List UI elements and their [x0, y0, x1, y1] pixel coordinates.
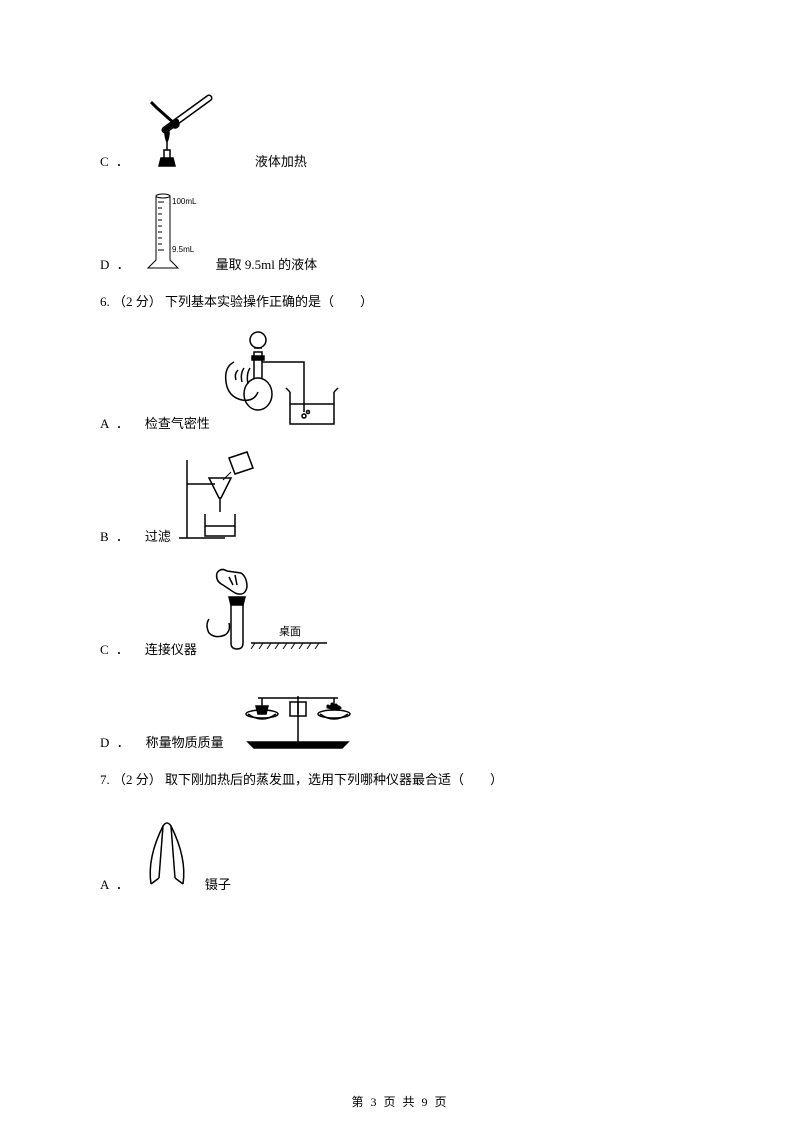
- q6-text-b: 过滤: [145, 526, 171, 545]
- q7-number: 7.: [100, 772, 110, 787]
- q6-text-c: 连接仪器: [145, 639, 197, 658]
- option-label-c: C ．: [100, 151, 131, 170]
- q6-label-b: B ．: [100, 526, 131, 545]
- desk-label: 桌面: [279, 625, 301, 638]
- q6-text-a: 检查气密性: [145, 413, 210, 432]
- page-footer: 第 3 页 共 9 页: [0, 1093, 800, 1110]
- q6-option-c: C ． 连接仪器: [100, 563, 700, 658]
- prev-option-d: D ． 100mL 9.5mL 量取 9.5ml 的液体: [100, 188, 700, 273]
- question-6: 6. （2 分） 下列基本实验操作正确的是（ ）: [100, 291, 700, 310]
- q6-points: （2 分）: [113, 294, 162, 309]
- prev-option-c: C ． 液体加热: [100, 80, 700, 170]
- tweezers-diagram: [137, 818, 197, 893]
- q6-label-d: D ．: [100, 732, 132, 751]
- q6-option-a: A ． 检查气密性: [100, 322, 700, 432]
- q6-option-d: D ． 称量物质质量: [100, 676, 700, 751]
- q7-points: （2 分）: [113, 772, 162, 787]
- cylinder-100ml-label: 100mL: [172, 197, 197, 206]
- q6-label-a: A ．: [100, 413, 131, 432]
- q6-number: 6.: [100, 294, 110, 309]
- q6-stem: 下列基本实验操作正确的是（ ）: [165, 294, 373, 309]
- q7-text-a: 镊子: [205, 874, 231, 893]
- q7-option-a: A ． 镊子: [100, 818, 700, 893]
- graduated-cylinder-diagram: 100mL 9.5mL: [138, 188, 208, 273]
- q6-label-c: C ．: [100, 639, 131, 658]
- q6-text-d: 称量物质质量: [146, 732, 224, 751]
- option-text-d: 量取 9.5ml 的液体: [216, 254, 317, 273]
- balance-diagram: [228, 676, 368, 751]
- filtration-diagram: [175, 450, 285, 545]
- airtightness-check-diagram: [214, 322, 364, 432]
- q6-option-b: B ． 过滤: [100, 450, 700, 545]
- q7-label-a: A ．: [100, 874, 131, 893]
- question-7: 7. （2 分） 取下刚加热后的蒸发皿，选用下列哪种仪器最合适（ ）: [100, 769, 700, 788]
- cylinder-9-5ml-label: 9.5mL: [172, 245, 195, 254]
- heating-liquid-diagram: [137, 80, 247, 170]
- option-text-c: 液体加热: [255, 151, 307, 170]
- connect-apparatus-diagram: 桌面: [201, 563, 331, 658]
- option-label-d: D ．: [100, 254, 132, 273]
- q7-stem: 取下刚加热后的蒸发皿，选用下列哪种仪器最合适（ ）: [165, 772, 503, 787]
